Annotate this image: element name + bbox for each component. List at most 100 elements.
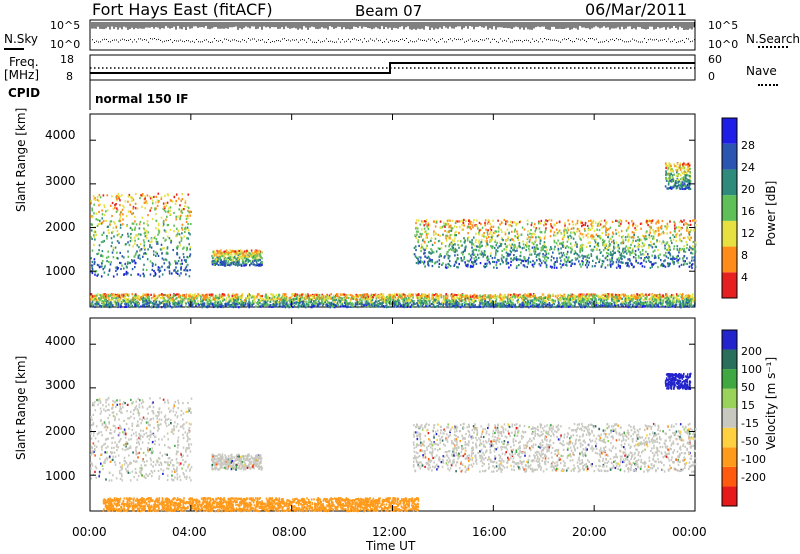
range-cell [574,298,577,301]
range-cell [422,301,424,304]
range-cell [166,252,169,255]
nsearch-dot [138,38,139,40]
range-cell [251,254,254,257]
range-cell [145,293,148,296]
range-cell [448,303,450,306]
range-cell [241,255,243,258]
nsearch-dot [566,39,567,41]
nsearch-dot [640,41,641,43]
velocity-ytick-2000: 2000 [45,424,76,438]
nsearch-dot [128,39,129,41]
range-cell [656,296,658,300]
range-cell [185,228,187,231]
range-cell [124,262,126,265]
range-cell [144,195,146,198]
nsearch-dot [226,38,227,40]
range-cell [147,239,150,242]
range-cell [149,197,152,200]
range-cell [545,302,547,305]
xtick-0000: 00:00 [72,525,107,539]
nsearch-dot [322,41,323,43]
range-cell [159,297,162,300]
range-cell [145,200,147,203]
range-cell [158,269,161,272]
range-cell [560,305,563,308]
nsearch-dot [316,41,317,43]
range-cell [126,266,128,269]
range-cell [95,218,98,221]
range-cell [562,295,564,298]
nsearch-dot [498,41,499,43]
xtick-0800: 08:00 [272,525,307,539]
range-cell [585,303,587,306]
range-cell [166,266,169,269]
range-cell [106,209,109,212]
power-cb-tick-12: 12 [741,227,755,240]
range-cell [494,297,496,300]
freq-panel-frame [89,54,696,81]
range-cell [238,305,241,309]
range-cell [605,295,608,298]
range-cell [684,300,687,303]
range-cell [565,304,568,307]
range-cell [504,300,507,303]
range-cell [188,210,190,214]
range-cell [588,297,591,300]
range-cell [258,256,261,259]
range-cell [90,215,92,218]
range-cell [664,305,666,308]
range-cell [251,301,254,304]
range-cell [664,297,666,300]
range-cell [654,295,656,299]
range-cell [586,300,588,303]
power-cb-tick-28: 28 [741,139,755,152]
range-cell [252,258,255,261]
nsearch-dot [564,38,565,40]
nsearch-dot [416,40,417,42]
range-cell [645,297,648,301]
range-cell [250,251,253,254]
range-cell [233,255,236,258]
range-cell [298,294,301,297]
range-cell [435,305,438,308]
range-cell [107,229,110,232]
range-cell [320,302,322,305]
range-cell [317,293,319,297]
nsearch-dot [218,40,219,42]
range-cell [134,242,136,245]
range-cell [668,304,671,307]
velocity-cb-tick-15: 15 [741,399,755,412]
range-cell [670,304,672,307]
range-cell [508,305,510,308]
range-cell [143,222,145,225]
range-cell [535,303,538,306]
range-cell [582,293,584,296]
range-cell [131,239,133,242]
range-cell [665,299,668,302]
range-cell [354,304,357,307]
nsearch-dot [466,40,467,42]
nsearch-dot [96,40,97,42]
range-cell [523,298,525,301]
range-cell [186,264,189,267]
range-cell [146,202,148,205]
range-cell [339,296,341,299]
range-cell [180,239,183,242]
range-cell [252,260,255,263]
nsearch-dot [178,40,179,42]
range-cell [123,206,125,209]
range-cell [251,256,254,259]
range-cell [185,269,187,272]
range-cell [672,294,675,297]
range-cell [245,259,247,262]
range-cell [235,263,237,266]
range-cell [219,263,222,266]
range-cell [160,216,163,219]
range-cell [566,300,569,303]
range-cell [481,300,483,303]
range-cell [321,303,323,306]
range-cell [269,300,272,303]
range-cell [107,225,110,228]
range-cell [407,297,410,300]
range-cell [149,244,151,247]
